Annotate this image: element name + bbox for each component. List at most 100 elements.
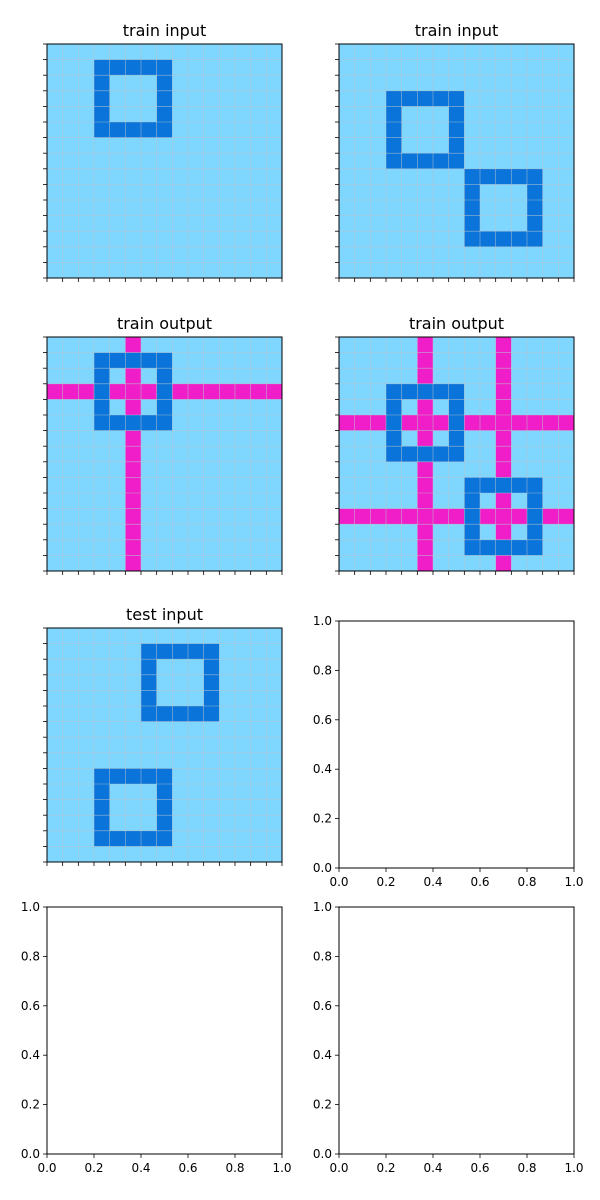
rect-cell (203, 643, 220, 660)
rect-cell (527, 493, 543, 509)
line-cell (417, 493, 433, 509)
rect-cell (386, 153, 402, 169)
line-cell (495, 446, 512, 462)
rect-cell (464, 168, 480, 185)
x-tick-label: 1.0 (564, 1161, 583, 1175)
line-cell (495, 430, 512, 447)
rect-cell (141, 674, 157, 691)
rect-cell (527, 215, 543, 232)
rect-cell (141, 59, 157, 76)
rect-cell (125, 122, 141, 138)
line-cell (339, 415, 355, 431)
line-cell (495, 524, 512, 540)
rect-cell (527, 524, 543, 540)
rect-cell (448, 415, 465, 431)
line-cell (448, 508, 465, 525)
rect-cell (527, 168, 543, 185)
line-cell (125, 430, 141, 447)
rect-cell (464, 231, 480, 247)
x-tick-label: 0.2 (84, 1161, 103, 1175)
y-tick-label: 0.2 (313, 1098, 332, 1112)
rect-cell (480, 168, 496, 185)
y-tick-label: 1.0 (21, 900, 40, 914)
rect-cell (141, 768, 157, 784)
rect-cell (203, 659, 220, 675)
rect-cell (511, 539, 527, 556)
rect-cell (511, 231, 527, 247)
y-tick-label: 0.0 (313, 1147, 332, 1161)
empty-axes-frame (338, 620, 575, 869)
panel-4: test input (43, 605, 283, 866)
rect-cell (417, 153, 433, 169)
line-cell (495, 508, 512, 525)
x-tick-label: 0.2 (376, 1161, 395, 1175)
rect-cell (141, 352, 157, 369)
rect-cell (386, 399, 402, 415)
line-cell (266, 383, 282, 400)
rect-cell (464, 184, 480, 200)
rect-cell (386, 106, 402, 122)
rect-cell (511, 477, 527, 493)
line-cell (125, 337, 141, 353)
rect-cell (448, 383, 465, 400)
rect-cell (433, 153, 449, 169)
axes-frame (46, 627, 283, 863)
rect-cell (417, 446, 433, 462)
line-cell (125, 493, 141, 509)
line-cell (125, 399, 141, 415)
line-cell (417, 555, 433, 571)
x-tick-label: 0.2 (376, 875, 395, 889)
rect-cell (188, 643, 204, 660)
line-cell (480, 415, 496, 431)
y-tick-label: 1.0 (313, 614, 332, 628)
x-tick-label: 0.4 (131, 1161, 150, 1175)
panel-title: train output (117, 314, 212, 333)
line-cell (62, 383, 79, 400)
line-cell (125, 383, 141, 400)
line-cell (141, 383, 157, 400)
rect-cell (94, 784, 110, 800)
line-cell (235, 383, 251, 400)
line-cell (354, 415, 371, 431)
line-cell (495, 352, 512, 369)
rect-cell (448, 106, 465, 122)
x-tick-label: 0.8 (517, 875, 536, 889)
rect-cell (480, 539, 496, 556)
rect-cell (464, 215, 480, 232)
rect-cell (527, 184, 543, 200)
rect-cell (495, 477, 512, 493)
rect-cell (94, 352, 110, 369)
line-cell (109, 383, 126, 400)
rect-cell (464, 477, 480, 493)
rect-cell (417, 383, 433, 400)
line-cell (480, 508, 496, 525)
rect-cell (386, 430, 402, 447)
rect-cell (480, 477, 496, 493)
rect-cell (495, 231, 512, 247)
rect-cell (109, 122, 126, 138)
rect-cell (94, 415, 110, 431)
y-tick-label: 1.0 (313, 900, 332, 914)
rect-cell (448, 153, 465, 169)
y-tick-label: 0.4 (313, 762, 332, 776)
empty-axes-frame (46, 906, 283, 1155)
line-cell (401, 415, 418, 431)
y-tick-label: 0.6 (21, 999, 40, 1013)
rect-cell (386, 446, 402, 462)
line-cell (495, 555, 512, 571)
line-cell (125, 555, 141, 571)
line-cell (527, 415, 543, 431)
line-cell (464, 415, 480, 431)
line-cell (78, 383, 94, 400)
panel-title: train output (409, 314, 504, 333)
rect-cell (156, 830, 173, 847)
rect-cell (172, 643, 188, 660)
rect-cell (464, 539, 480, 556)
rect-cell (527, 231, 543, 247)
axes-frame (338, 43, 575, 279)
line-cell (542, 508, 559, 525)
rect-cell (125, 352, 141, 369)
line-cell (125, 508, 141, 525)
rect-cell (94, 799, 110, 816)
rect-cell (464, 493, 480, 509)
